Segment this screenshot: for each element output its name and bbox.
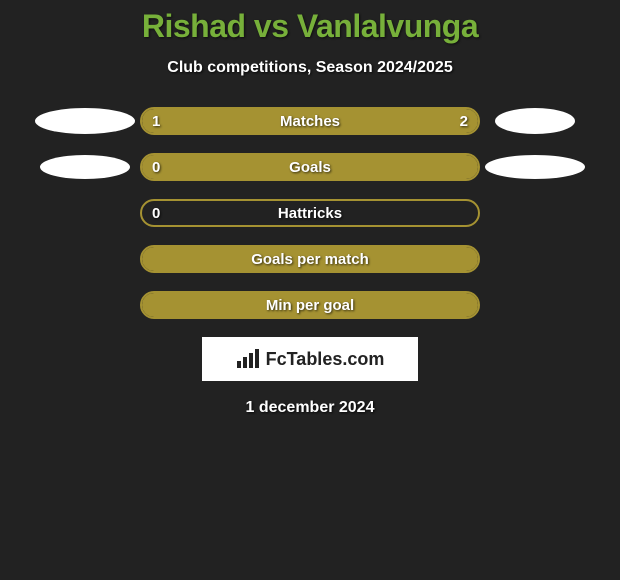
bars-icon — [236, 349, 260, 369]
left-badge-slot — [30, 245, 140, 273]
stat-row: Min per goal — [0, 291, 620, 319]
stat-bar: Min per goal — [140, 291, 480, 319]
player-badge-left — [35, 108, 135, 134]
right-badge-slot — [480, 291, 590, 319]
subtitle: Club competitions, Season 2024/2025 — [0, 59, 620, 77]
logo-box: FcTables.com — [202, 337, 418, 381]
stat-bar: 0Goals — [140, 153, 480, 181]
page-title: Rishad vs Vanlalvunga — [0, 8, 620, 45]
stat-row: 12Matches — [0, 107, 620, 135]
player-badge-right — [485, 155, 585, 179]
stat-bar: 0Hattricks — [140, 199, 480, 227]
bar-label: Matches — [142, 113, 478, 130]
logo-text: FcTables.com — [266, 349, 385, 370]
left-badge-slot — [30, 153, 140, 181]
stat-rows: 12Matches 0Goals 0Hattricks Goals per match… — [0, 107, 620, 319]
right-badge-slot — [480, 153, 590, 181]
stat-bar: 12Matches — [140, 107, 480, 135]
comparison-widget: Rishad vs Vanlalvunga Club competitions,… — [0, 0, 620, 417]
left-badge-slot — [30, 107, 140, 135]
bar-label: Min per goal — [142, 297, 478, 314]
left-badge-slot — [30, 291, 140, 319]
stat-row: 0Goals — [0, 153, 620, 181]
stat-bar: Goals per match — [140, 245, 480, 273]
bar-label: Hattricks — [142, 205, 478, 222]
stat-row: 0Hattricks — [0, 199, 620, 227]
player-badge-right — [495, 108, 575, 134]
right-badge-slot — [480, 107, 590, 135]
right-badge-slot — [480, 199, 590, 227]
left-badge-slot — [30, 199, 140, 227]
right-badge-slot — [480, 245, 590, 273]
player-badge-left — [40, 155, 130, 179]
bar-label: Goals per match — [142, 251, 478, 268]
date-text: 1 december 2024 — [0, 399, 620, 417]
bar-label: Goals — [142, 159, 478, 176]
stat-row: Goals per match — [0, 245, 620, 273]
